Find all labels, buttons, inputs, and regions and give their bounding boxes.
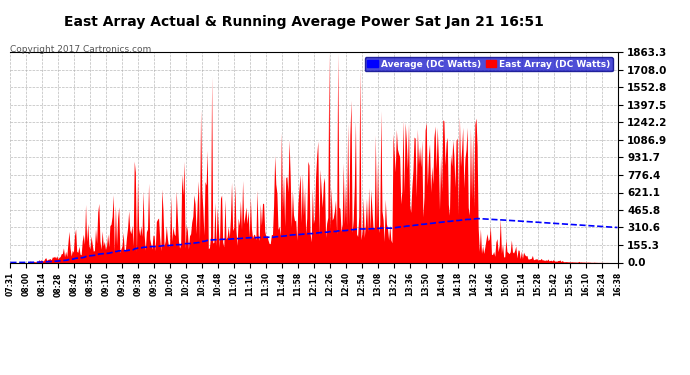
Text: East Array Actual & Running Average Power Sat Jan 21 16:51: East Array Actual & Running Average Powe…	[63, 15, 544, 29]
Text: Copyright 2017 Cartronics.com: Copyright 2017 Cartronics.com	[10, 45, 152, 54]
Legend: Average (DC Watts), East Array (DC Watts): Average (DC Watts), East Array (DC Watts…	[364, 57, 613, 71]
